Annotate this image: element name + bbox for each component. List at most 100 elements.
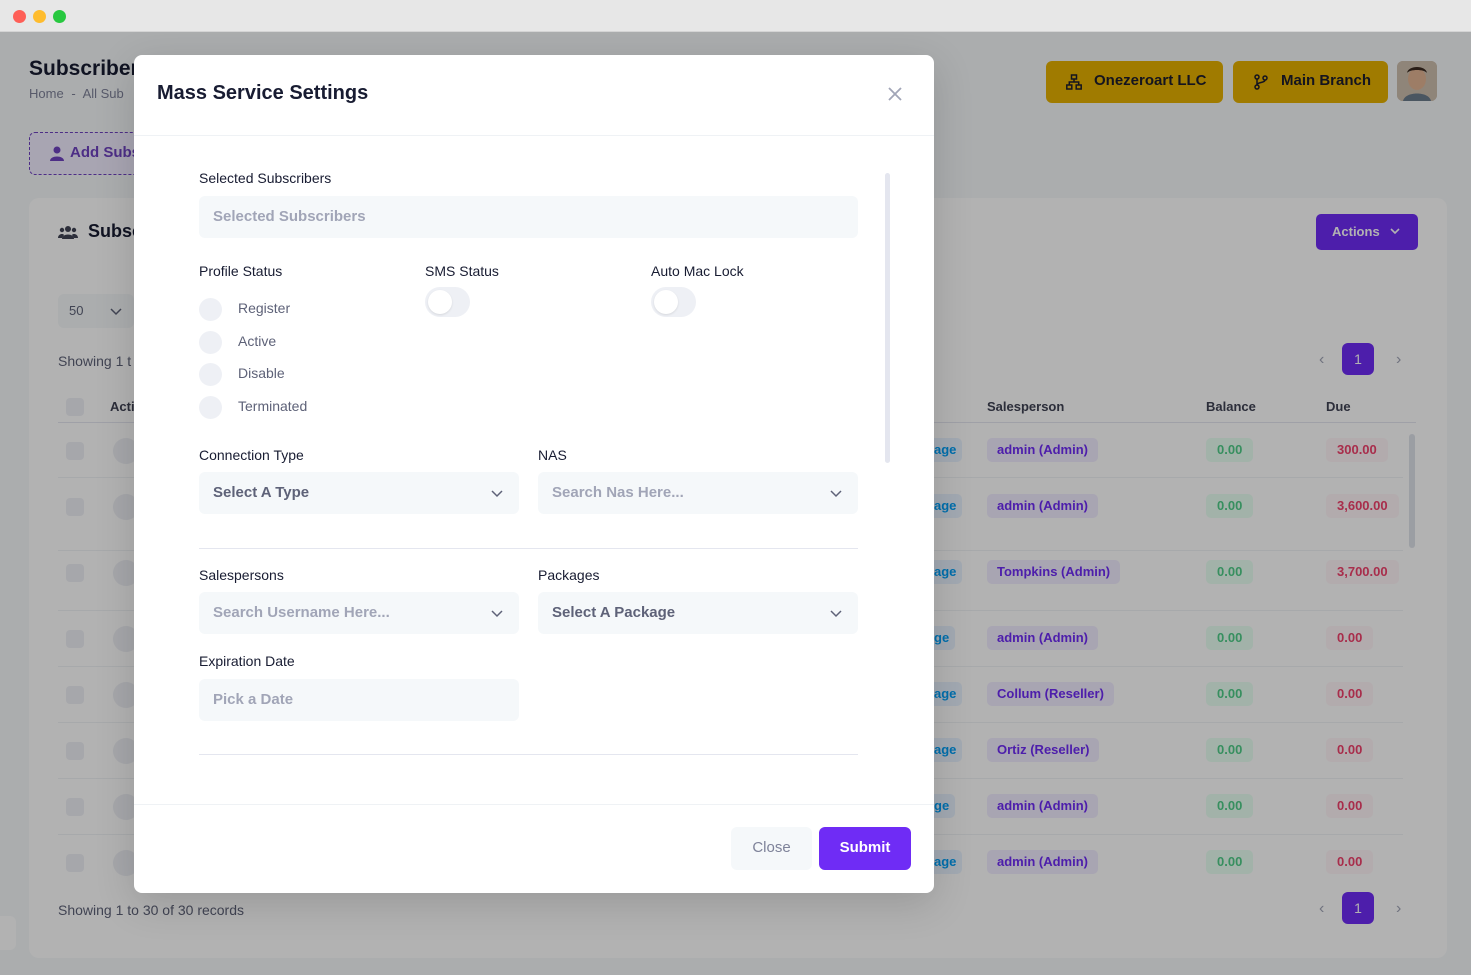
expiration-date-placeholder: Pick a Date — [213, 691, 294, 708]
window-close-dot[interactable] — [13, 10, 26, 23]
section-divider — [199, 548, 858, 549]
breadcrumb-home[interactable]: Home — [29, 86, 64, 101]
close-button[interactable]: Close — [731, 827, 812, 870]
due-badge: 3,600.00 — [1326, 494, 1399, 518]
chevron-down-icon — [491, 610, 503, 618]
radio-disable[interactable] — [199, 363, 222, 386]
per-page-value: 50 — [69, 303, 84, 318]
column-header-action: Acti — [110, 399, 135, 414]
balance-badge: 0.00 — [1206, 794, 1254, 818]
page-number[interactable]: 1 — [1342, 343, 1374, 375]
row-checkbox[interactable] — [66, 630, 84, 648]
chevron-down-icon — [491, 490, 503, 498]
branch-button[interactable]: Main Branch — [1233, 61, 1388, 103]
due-badge: 0.00 — [1326, 682, 1374, 706]
window-minimize-dot[interactable] — [33, 10, 46, 23]
users-icon — [58, 226, 78, 239]
row-checkbox[interactable] — [66, 798, 84, 816]
modal-footer-divider — [134, 804, 934, 805]
radio-register-label: Register — [238, 300, 291, 316]
actions-label: Actions — [1332, 224, 1380, 239]
salesperson-badge: admin (Admin) — [987, 494, 1098, 518]
radio-active-label: Active — [238, 333, 277, 349]
salesperson-badge: admin (Admin) — [987, 438, 1098, 462]
prev-page-icon[interactable]: ‹ — [1319, 900, 1325, 917]
balance-badge: 0.00 — [1206, 560, 1254, 584]
chevron-down-icon — [830, 610, 842, 618]
due-badge: 0.00 — [1326, 794, 1374, 818]
salespersons-label: Salespersons — [199, 567, 284, 583]
radio-active[interactable] — [199, 331, 222, 354]
records-summary-bottom: Showing 1 to 30 of 30 records — [58, 902, 245, 918]
table-scrollbar[interactable] — [1409, 434, 1415, 548]
balance-badge: 0.00 — [1206, 850, 1254, 874]
section-divider — [199, 754, 858, 755]
row-checkbox[interactable] — [66, 742, 84, 760]
actions-button[interactable]: Actions — [1316, 214, 1418, 250]
selected-subscribers-field[interactable]: Selected Subscribers — [199, 196, 858, 238]
due-badge: 0.00 — [1326, 738, 1374, 762]
nas-select[interactable]: Search Nas Here... — [538, 472, 858, 514]
avatar[interactable] — [1397, 61, 1437, 101]
salespersons-placeholder: Search Username Here... — [213, 604, 390, 621]
column-header-salesperson: Salesperson — [987, 399, 1065, 414]
chevron-down-icon — [830, 490, 842, 498]
connection-type-select[interactable]: Select A Type — [199, 472, 519, 514]
breadcrumb-separator: - — [71, 86, 76, 101]
modal-scrollbar[interactable] — [885, 173, 890, 463]
close-icon[interactable] — [884, 83, 906, 105]
card-title: Subsc — [58, 221, 142, 242]
records-summary-top: Showing 1 t — [58, 353, 132, 369]
salesperson-badge: Tompkins (Admin) — [987, 560, 1121, 584]
submit-button[interactable]: Submit — [819, 827, 911, 870]
prev-page-icon[interactable]: ‹ — [1319, 351, 1325, 368]
salesperson-badge: admin (Admin) — [987, 626, 1098, 650]
row-checkbox[interactable] — [66, 686, 84, 704]
due-badge: 3,700.00 — [1326, 560, 1399, 584]
sitemap-icon — [1066, 74, 1082, 90]
nas-placeholder: Search Nas Here... — [552, 484, 684, 501]
salesperson-badge: Collum (Reseller) — [987, 682, 1114, 706]
window-maximize-dot[interactable] — [53, 10, 66, 23]
salespersons-select[interactable]: Search Username Here... — [199, 592, 519, 634]
user-icon — [50, 146, 64, 161]
radio-register[interactable] — [199, 298, 222, 321]
due-badge: 300.00 — [1326, 438, 1388, 462]
balance-badge: 0.00 — [1206, 494, 1254, 518]
row-checkbox[interactable] — [66, 854, 84, 872]
row-checkbox[interactable] — [66, 442, 84, 460]
expiration-date-input[interactable]: Pick a Date — [199, 679, 519, 721]
page-number[interactable]: 1 — [1342, 892, 1374, 924]
organization-label: Onezeroart LLC — [1094, 72, 1207, 89]
selected-subscribers-label: Selected Subscribers — [199, 170, 332, 186]
avatar-image — [1397, 61, 1437, 101]
balance-badge: 0.00 — [1206, 738, 1254, 762]
add-subscriber-label: Add Subs — [70, 144, 140, 161]
row-checkbox[interactable] — [66, 564, 84, 582]
sidebar-toggle[interactable] — [0, 916, 16, 950]
per-page-select[interactable]: 50 — [58, 294, 134, 328]
row-checkbox[interactable] — [66, 498, 84, 516]
balance-badge: 0.00 — [1206, 626, 1254, 650]
modal-title: Mass Service Settings — [157, 82, 369, 104]
packages-select[interactable]: Select A Package — [538, 592, 858, 634]
organization-button[interactable]: Onezeroart LLC — [1046, 61, 1223, 103]
selected-subscribers-placeholder: Selected Subscribers — [213, 208, 366, 225]
app-root: Subscriber Home - All Sub Add Subs Oneze… — [0, 32, 1471, 975]
select-all-checkbox[interactable] — [66, 398, 84, 416]
salesperson-badge: Ortiz (Reseller) — [987, 738, 1100, 762]
packages-label: Packages — [538, 567, 600, 583]
sms-status-toggle[interactable] — [425, 287, 470, 317]
pagination-top: ‹ 1 › — [1319, 343, 1419, 375]
next-page-icon[interactable]: › — [1396, 900, 1402, 917]
auto-mac-lock-label: Auto Mac Lock — [651, 263, 744, 279]
toggle-knob — [654, 290, 678, 314]
radio-terminated[interactable] — [199, 396, 222, 419]
connection-type-label: Connection Type — [199, 447, 304, 463]
chevron-down-icon — [1390, 228, 1400, 235]
auto-mac-lock-toggle[interactable] — [651, 287, 696, 317]
breadcrumb-current: All Sub — [82, 86, 124, 101]
due-badge: 0.00 — [1326, 626, 1374, 650]
toggle-knob — [428, 290, 452, 314]
next-page-icon[interactable]: › — [1396, 351, 1402, 368]
